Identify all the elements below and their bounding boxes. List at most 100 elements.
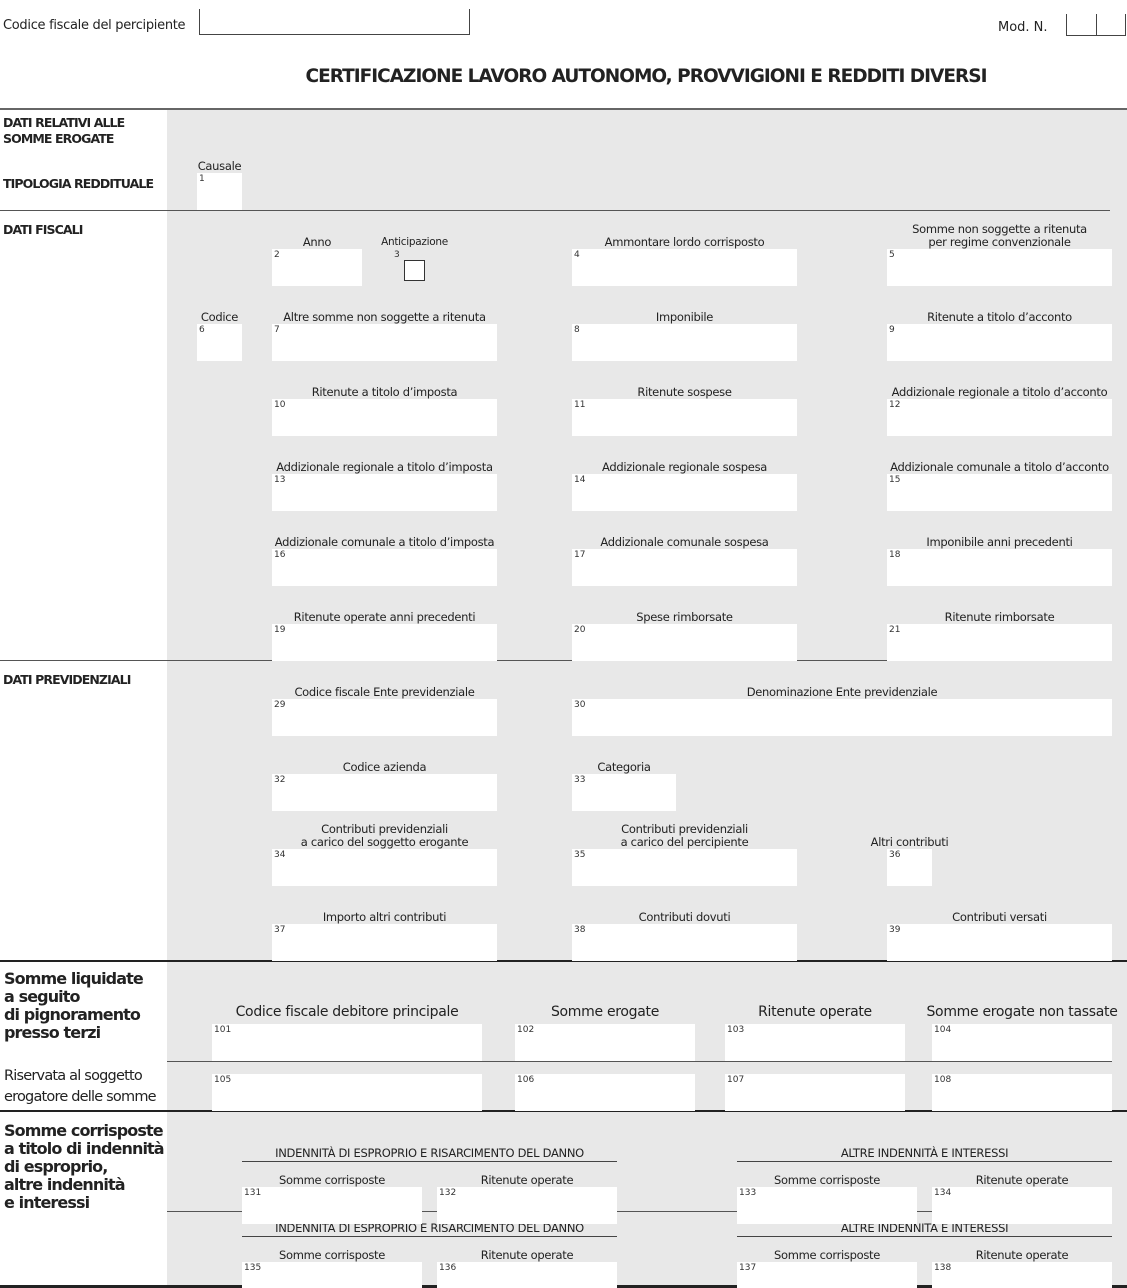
field-32-input[interactable]: 32 [272, 774, 497, 811]
field-30-label: Denominazione Ente previdenziale [746, 685, 938, 699]
field-106-input[interactable]: 106 [515, 1074, 695, 1111]
field-number: 38 [574, 925, 586, 935]
field-14-input[interactable]: 14 [572, 474, 797, 511]
header-altre-indennita: ALTRE INDENNITÀ E INTERESSI [737, 1147, 1112, 1162]
anticipazione-checkbox[interactable] [404, 260, 425, 281]
field-number: 13 [274, 475, 286, 485]
field-37-label: Importo altri contributi [322, 910, 447, 924]
field-1-label: Causale [197, 159, 242, 173]
field-36-label: Altri contributi [870, 835, 949, 849]
field-number: 134 [934, 1188, 952, 1198]
field-134-input[interactable]: 134 [932, 1187, 1112, 1224]
field-20-label: Spese rimborsate [636, 610, 733, 624]
field-9-input[interactable]: 9 [887, 324, 1112, 361]
field-32-label: Codice azienda [342, 760, 427, 774]
field-101-input[interactable]: 101 [212, 1024, 482, 1061]
field-17-label: Addizionale comunale sospesa [600, 535, 769, 549]
divider [167, 1211, 1112, 1212]
field-107-input[interactable]: 107 [725, 1074, 905, 1111]
field-8-input[interactable]: 8 [572, 324, 797, 361]
field-number: 131 [244, 1188, 262, 1198]
field-number: 137 [739, 1263, 757, 1273]
field-135-input[interactable]: 135 [242, 1262, 422, 1288]
field-33-input[interactable]: 33 [572, 774, 676, 811]
field-7-input[interactable]: 7 [272, 324, 497, 361]
field-10-label: Ritenute a titolo d’imposta [311, 385, 458, 399]
field-138-input[interactable]: 138 [932, 1262, 1112, 1288]
field-number: 107 [727, 1075, 745, 1085]
field-38-input[interactable]: 38 [572, 924, 797, 961]
field-108-input[interactable]: 108 [932, 1074, 1112, 1111]
field-102-label: Somme erogate [550, 1004, 660, 1020]
field-5-input[interactable]: 5 [887, 249, 1112, 286]
divider [0, 960, 1127, 962]
field-11-input[interactable]: 11 [572, 399, 797, 436]
section-indennita: Somme corrisposte a titolo di indennità … [4, 1121, 165, 1212]
field-15-label: Addizionale comunale a titolo d’acconto [890, 460, 1109, 474]
field-12-input[interactable]: 12 [887, 399, 1112, 436]
field-37-input[interactable]: 37 [272, 924, 497, 961]
field-103-input[interactable]: 103 [725, 1024, 905, 1061]
field-133-input[interactable]: 133 [737, 1187, 917, 1224]
field-1-input[interactable]: 1 [197, 173, 242, 210]
field-133-label: Somme corrisposte [773, 1173, 881, 1187]
divider [0, 108, 1127, 110]
field-number: 138 [934, 1263, 952, 1273]
field-number: 108 [934, 1075, 952, 1085]
field-15-input[interactable]: 15 [887, 474, 1112, 511]
field-3-input[interactable]: 3 [392, 249, 437, 286]
field-131-input[interactable]: 131 [242, 1187, 422, 1224]
field-29-label: Codice fiscale Ente previdenziale [294, 685, 475, 699]
field-131-label: Somme corrisposte [278, 1173, 386, 1187]
field-18-input[interactable]: 18 [887, 549, 1112, 586]
field-30-input[interactable]: 30 [572, 699, 1112, 736]
field-16-input[interactable]: 16 [272, 549, 497, 586]
field-number: 37 [274, 925, 286, 935]
field-number: 36 [889, 850, 901, 860]
field-20-input[interactable]: 20 [572, 624, 797, 661]
section-riservata: Riservata al soggetto erogatore delle so… [4, 1068, 157, 1105]
field-36-input[interactable]: 36 [887, 849, 932, 886]
field-number: 1 [199, 174, 205, 184]
field-4-input[interactable]: 4 [572, 249, 797, 286]
field-35-input[interactable]: 35 [572, 849, 797, 886]
field-105-input[interactable]: 105 [212, 1074, 482, 1111]
field-39-input[interactable]: 39 [887, 924, 1112, 961]
divider [0, 1110, 1127, 1112]
field-number: 105 [214, 1075, 232, 1085]
field-137-input[interactable]: 137 [737, 1262, 917, 1288]
field-8-label: Imponibile [655, 310, 714, 324]
field-number: 15 [889, 475, 901, 485]
field-34-input[interactable]: 34 [272, 849, 497, 886]
cf-percipiente-label: Codice fiscale del percipiente [3, 18, 186, 33]
field-12-label: Addizionale regionale a titolo d’acconto [891, 385, 1108, 399]
field-number: 8 [574, 325, 580, 335]
field-6-input[interactable]: 6 [197, 324, 242, 361]
field-18-label: Imponibile anni precedenti [926, 535, 1073, 549]
field-35-label: Contributi previdenziali a carico del pe… [620, 822, 749, 849]
field-number: 34 [274, 850, 286, 860]
field-104-input[interactable]: 104 [932, 1024, 1112, 1061]
field-number: 2 [274, 250, 280, 260]
field-2-input[interactable]: 2 [272, 249, 362, 286]
field-17-input[interactable]: 17 [572, 549, 797, 586]
field-10-input[interactable]: 10 [272, 399, 497, 436]
field-number: 136 [439, 1263, 457, 1273]
field-number: 35 [574, 850, 586, 860]
mod-n-label: Mod. N. [998, 20, 1048, 35]
field-29-input[interactable]: 29 [272, 699, 497, 736]
mod-n-input-1[interactable] [1066, 14, 1097, 36]
field-7-label: Altre somme non soggette a ritenuta [283, 310, 486, 324]
field-21-input[interactable]: 21 [887, 624, 1112, 661]
field-13-input[interactable]: 13 [272, 474, 497, 511]
field-132-input[interactable]: 132 [437, 1187, 617, 1224]
field-19-input[interactable]: 19 [272, 624, 497, 661]
cf-percipiente-input[interactable] [199, 9, 470, 35]
field-132-label: Ritenute operate [480, 1173, 574, 1187]
field-number: 21 [889, 625, 901, 635]
field-number: 101 [214, 1025, 232, 1035]
mod-n-input-2[interactable] [1096, 14, 1126, 36]
field-136-input[interactable]: 136 [437, 1262, 617, 1288]
field-102-input[interactable]: 102 [515, 1024, 695, 1061]
